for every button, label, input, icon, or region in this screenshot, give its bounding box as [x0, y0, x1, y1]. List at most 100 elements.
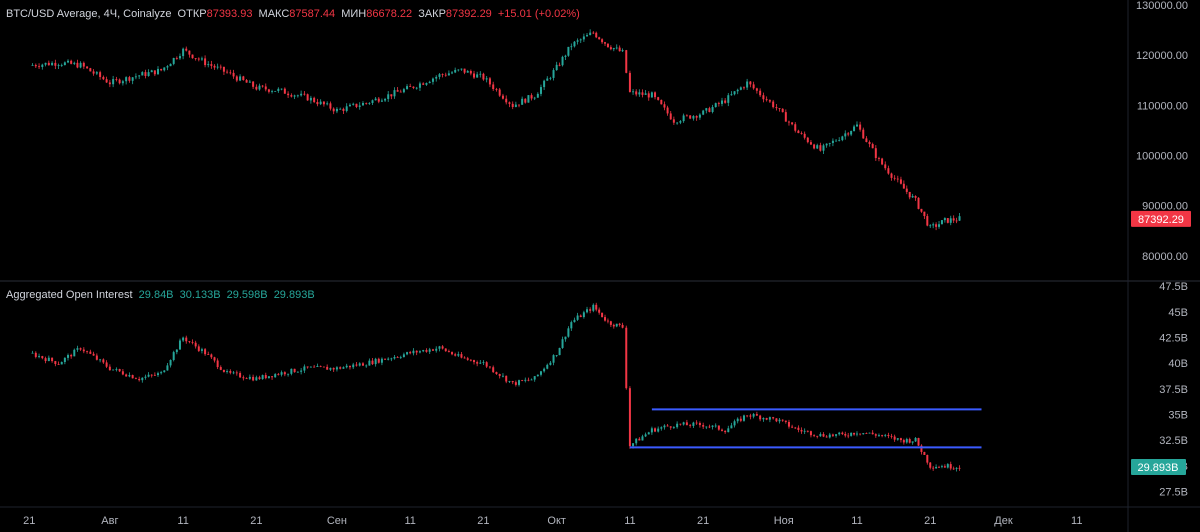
oi-candle-body — [676, 423, 679, 428]
oi-candle-body — [628, 388, 631, 447]
oi-candle-body — [293, 368, 296, 373]
price-candle-body — [194, 58, 197, 59]
oi-candle-body — [736, 418, 739, 422]
price-candle-body — [131, 77, 134, 81]
price-candle-body — [669, 113, 672, 120]
oi-candle-body — [191, 341, 194, 343]
oi-candle-body — [207, 354, 210, 355]
oi-candle-body — [778, 419, 781, 422]
price-candle-body — [47, 62, 50, 66]
price-candle-body — [163, 67, 166, 71]
oi-candle-body — [73, 349, 76, 357]
price-candle-body — [283, 88, 286, 94]
oi-candle-body — [277, 374, 280, 375]
x-axis-label: Окт — [547, 515, 566, 527]
oi-candle-body — [188, 341, 191, 343]
price-candle-body — [112, 79, 115, 85]
price-candle-body — [859, 124, 862, 130]
price-ytick-label: 80000.00 — [1142, 251, 1188, 263]
price-candle-body — [778, 108, 781, 109]
price-candle-body — [141, 72, 144, 76]
price-candle-body — [274, 91, 277, 92]
oi-candle-body — [128, 375, 131, 377]
price-candle-body — [955, 220, 958, 222]
oi-candle-body — [592, 304, 595, 311]
oi-candle-body — [958, 467, 961, 469]
price-candle-body — [952, 218, 955, 221]
price-candle-body — [536, 93, 539, 98]
price-candle-body — [552, 70, 555, 78]
price-candle-body — [546, 78, 549, 81]
oi-title[interactable]: Aggregated Open Interest — [6, 289, 133, 301]
oi-candle-body — [67, 355, 70, 358]
x-axis-label: 11 — [404, 515, 415, 527]
price-candle-body — [911, 196, 914, 198]
oi-candle-body — [762, 418, 765, 420]
high-label: МАКС — [258, 8, 290, 20]
symbol-label[interactable]: BTC/USD Average, 4Ч, Coinalyze — [6, 8, 172, 20]
oi-candle-body — [914, 438, 917, 442]
oi-candle-body — [267, 376, 270, 379]
oi-candle-body — [791, 426, 794, 428]
oi-candle-body — [342, 367, 345, 369]
price-candle-body — [787, 121, 790, 123]
price-candle-body — [73, 62, 76, 64]
price-candle-body — [118, 79, 121, 84]
price-candle-body — [943, 218, 946, 221]
oi-candle-body — [938, 466, 941, 468]
oi-candle-body — [482, 362, 485, 364]
oi-candle-body — [415, 350, 418, 353]
price-candle-body — [711, 107, 714, 112]
oi-candle-body — [463, 357, 466, 359]
price-candle-body — [147, 72, 150, 76]
oi-candle-body — [409, 352, 412, 354]
oi-candle-body — [660, 427, 663, 429]
price-candle-body — [332, 108, 335, 112]
price-candle-body — [469, 71, 472, 74]
price-candle-body — [399, 91, 402, 93]
price-candle-body — [730, 94, 733, 96]
price-candle-body — [791, 122, 794, 125]
oi-ytick-label: 37.5B — [1159, 384, 1188, 396]
price-candle-body — [717, 103, 720, 104]
oi-candle-body — [920, 445, 923, 452]
price-candle-body — [466, 71, 469, 73]
price-candle-body — [348, 104, 351, 107]
oi-candle-body — [377, 358, 380, 363]
price-candle-body — [232, 72, 235, 77]
oi-candle-body — [935, 466, 938, 469]
price-candle-body — [570, 46, 573, 48]
oi-candle-body — [287, 373, 290, 375]
price-candle-body — [530, 95, 533, 99]
oi-candle-body — [564, 336, 567, 340]
oi-candle-body — [280, 372, 283, 375]
price-candle-body — [255, 86, 258, 90]
price-candle-body — [724, 100, 727, 103]
oi-candle-body — [570, 322, 573, 329]
oi-candle-body — [589, 309, 592, 311]
price-candle-body — [313, 97, 316, 103]
price-candle-body — [657, 97, 660, 100]
oi-candle-body — [546, 364, 549, 369]
price-candle-body — [871, 144, 874, 149]
oi-candle-body — [492, 367, 495, 373]
oi-candle-body — [261, 375, 264, 380]
price-candle-body — [682, 115, 685, 122]
oi-candle-body — [460, 354, 463, 358]
price-candle-body — [561, 56, 564, 66]
price-candle-body — [663, 104, 666, 108]
oi-candle-body — [485, 362, 488, 367]
oi-candle-body — [567, 328, 570, 337]
oi-candle-body — [831, 434, 834, 436]
price-candle-body — [153, 70, 156, 75]
oi-candle-body — [902, 440, 905, 443]
price-candle-body — [252, 81, 255, 87]
oi-candle-body — [825, 436, 828, 438]
price-candle-body — [644, 93, 647, 95]
price-candle-body — [365, 102, 368, 104]
oi-candle-body — [358, 363, 361, 366]
oi-candle-body — [524, 379, 527, 381]
price-candle-body — [290, 95, 293, 97]
oi-candle-body — [711, 425, 714, 427]
price-candle-body — [287, 93, 290, 96]
